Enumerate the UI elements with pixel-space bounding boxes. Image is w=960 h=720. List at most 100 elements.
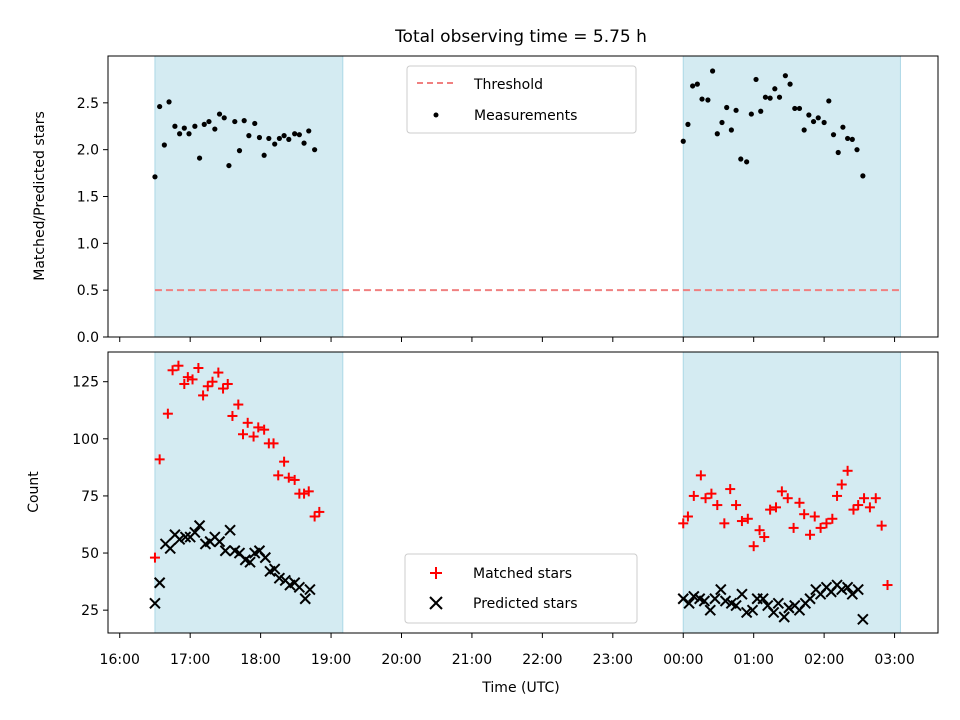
measurement-point bbox=[296, 132, 302, 138]
matched-star-point bbox=[259, 424, 270, 435]
matched-star-point bbox=[162, 408, 173, 419]
measurement-point bbox=[276, 135, 283, 142]
measurement-point bbox=[152, 174, 158, 180]
measurement-point bbox=[826, 98, 832, 104]
measurement-point bbox=[312, 147, 318, 153]
predicted-star-point bbox=[293, 581, 306, 594]
matched-star-point bbox=[682, 511, 693, 522]
measurement-point bbox=[192, 123, 198, 129]
measurement-point bbox=[196, 155, 203, 161]
matched-star-point bbox=[809, 511, 820, 522]
predicted-star-point bbox=[730, 599, 742, 612]
measurement-point bbox=[733, 107, 739, 113]
observing-window bbox=[154, 55, 344, 338]
predicted-star-stroke-b bbox=[299, 593, 311, 605]
predicted-star-stroke-b bbox=[189, 526, 201, 539]
measurement-point bbox=[226, 162, 232, 169]
predicted-star-stroke-b bbox=[233, 547, 246, 559]
predicted-star-stroke-b bbox=[239, 554, 252, 566]
measurement-point bbox=[272, 141, 278, 147]
x-tick-label: 21:00 bbox=[452, 652, 492, 668]
top-legend-frame bbox=[406, 65, 637, 134]
predicted-star-stroke-b bbox=[153, 577, 166, 589]
predicted-star-stroke-b bbox=[804, 593, 816, 605]
x-tick-label: 00:00 bbox=[663, 652, 703, 668]
predicted-star-stroke-b bbox=[173, 533, 186, 546]
observing-window bbox=[154, 351, 344, 634]
measurement-point bbox=[714, 131, 720, 137]
predicted-star-stroke-b bbox=[253, 545, 266, 557]
matched-star-point bbox=[233, 399, 244, 410]
matched-star-point bbox=[207, 376, 218, 387]
matched-star-point bbox=[776, 486, 787, 497]
chart-title: Total observing time = 5.75 h bbox=[394, 27, 647, 47]
measurement-point bbox=[232, 118, 238, 125]
matched-star-point bbox=[248, 431, 259, 442]
predicted-star-stroke-b bbox=[772, 597, 785, 610]
matched-star-point bbox=[222, 378, 233, 389]
measurement-point bbox=[849, 136, 855, 142]
matched-star-point bbox=[253, 422, 264, 433]
predicted-star-stroke-b bbox=[219, 545, 232, 557]
y-tick-label: 1.0 bbox=[77, 236, 99, 252]
predicted-star-stroke-b bbox=[762, 599, 774, 612]
matched-star-point bbox=[719, 518, 730, 529]
predicted-star-stroke-b bbox=[852, 583, 864, 596]
matched-star-point bbox=[805, 529, 816, 540]
measurement-point bbox=[306, 128, 312, 134]
predicted-star-point bbox=[709, 593, 721, 605]
matched-star-point bbox=[706, 488, 717, 499]
measurement-point bbox=[787, 81, 793, 87]
observing-window bbox=[682, 55, 901, 338]
predicted-star-stroke-b bbox=[715, 583, 727, 596]
measurement-point bbox=[782, 73, 788, 79]
y-tick-label: 0.5 bbox=[77, 283, 99, 299]
predicted-star-point bbox=[704, 604, 716, 616]
predicted-star-stroke-b bbox=[273, 572, 286, 584]
matched-star-point bbox=[859, 493, 870, 504]
matched-star-point bbox=[742, 513, 753, 524]
predicted-star-point bbox=[304, 583, 316, 596]
matched-star-point bbox=[712, 500, 723, 511]
observing-window bbox=[682, 351, 901, 634]
matched-star-point bbox=[309, 511, 320, 522]
y-tick-label: 75 bbox=[81, 489, 99, 505]
measurement-point bbox=[246, 133, 252, 139]
measurement-point bbox=[690, 83, 696, 89]
predicted-star-stroke-b bbox=[698, 595, 711, 607]
predicted-star-point bbox=[683, 597, 695, 610]
predicted-star-point bbox=[772, 597, 785, 610]
x-tick-label: 20:00 bbox=[381, 652, 421, 668]
matched-star-point bbox=[238, 429, 249, 440]
predicted-star-point bbox=[746, 604, 759, 616]
bottom-legend-frame bbox=[404, 553, 638, 624]
matched-star-point bbox=[832, 490, 843, 501]
measurement-point bbox=[241, 118, 247, 124]
measurement-point bbox=[166, 99, 172, 105]
matched-star-point bbox=[227, 410, 238, 421]
x-tick-label: 19:00 bbox=[311, 652, 351, 668]
top-legend: Threshold Measurements bbox=[406, 65, 637, 134]
measurement-point bbox=[181, 125, 187, 131]
measurement-point bbox=[753, 76, 759, 83]
matched-star-point bbox=[815, 522, 826, 533]
legend-matched-label: Matched stars bbox=[473, 566, 572, 582]
predicted-star-point bbox=[852, 583, 864, 596]
predicted-star-point bbox=[841, 581, 854, 594]
predicted-star-stroke-b bbox=[757, 593, 769, 605]
predicted-star-point bbox=[715, 583, 727, 596]
predicted-star-point bbox=[299, 593, 311, 605]
matched-star-point bbox=[283, 472, 294, 483]
predicted-star-stroke-b bbox=[704, 604, 716, 616]
measurement-point bbox=[860, 173, 866, 179]
matched-star-point bbox=[882, 580, 893, 591]
matched-star-point bbox=[314, 506, 325, 517]
predicted-star-stroke-b bbox=[841, 581, 854, 594]
matched-star-point bbox=[848, 504, 859, 515]
measurement-point bbox=[810, 118, 817, 125]
predicted-star-point bbox=[857, 613, 869, 625]
measurement-point bbox=[796, 105, 803, 112]
matched-star-point bbox=[725, 484, 736, 495]
bottom-legend: Matched stars Predicted stars bbox=[404, 553, 638, 624]
y-tick-label: 2.0 bbox=[77, 143, 99, 159]
